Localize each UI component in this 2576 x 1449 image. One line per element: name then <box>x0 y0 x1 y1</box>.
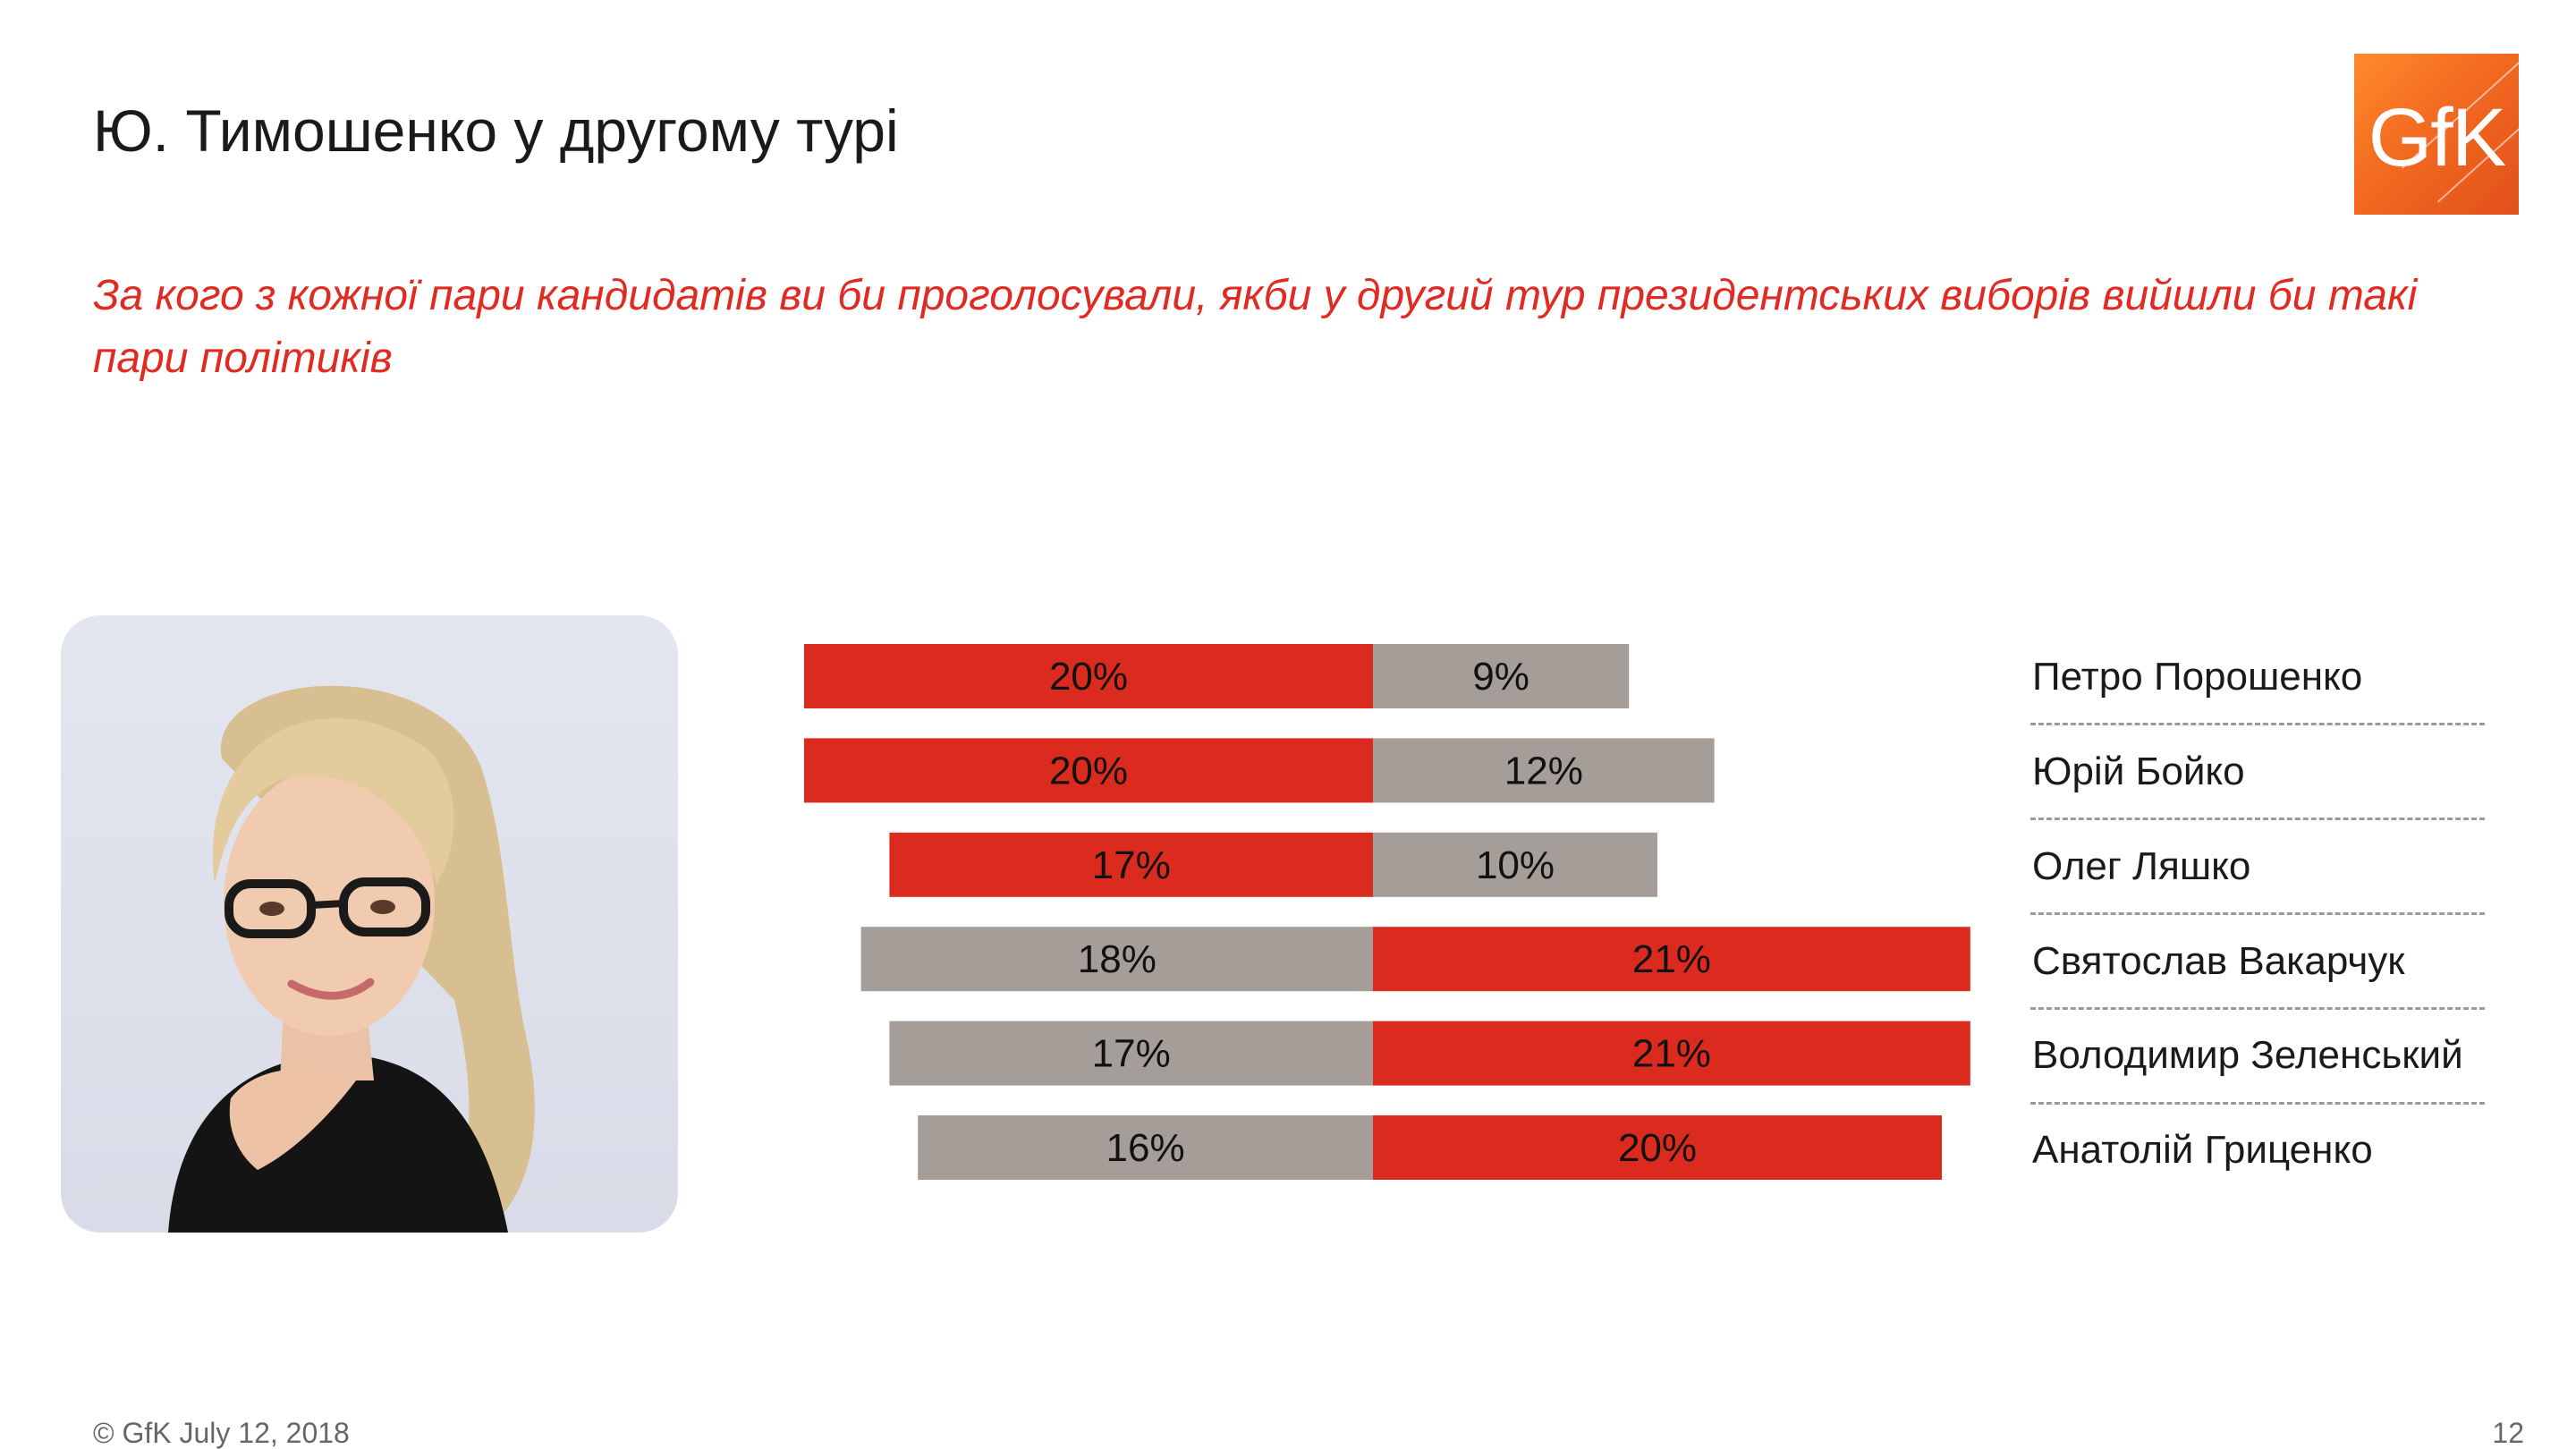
bar-left-5 <box>918 1115 1373 1180</box>
bar-left-1 <box>804 738 1373 803</box>
gfk-logo: GfK <box>2354 54 2519 215</box>
bar-right-0 <box>1373 644 1630 708</box>
candidate-name-0: Петро Порошенко <box>2032 655 2363 699</box>
bar-label-right-2: 10% <box>1476 843 1555 887</box>
bar-left-2 <box>889 832 1373 897</box>
bar-label-right-1: 12% <box>1504 749 1583 792</box>
bar-right-5 <box>1373 1115 1942 1180</box>
candidate-name-4: Володимир Зеленський <box>2032 1033 2463 1077</box>
bar-right-3 <box>1373 927 1970 992</box>
bar-right-4 <box>1373 1021 1970 1086</box>
bar-label-left-5: 16% <box>1106 1126 1185 1170</box>
bar-left-4 <box>889 1021 1373 1086</box>
bar-label-right-4: 21% <box>1632 1032 1711 1076</box>
row-separator-2 <box>2030 912 2485 915</box>
candidate-name-5: Анатолій Гриценко <box>2032 1128 2373 1172</box>
footer-copyright: © GfK July 12, 2018 <box>93 1417 350 1449</box>
page-number: 12 <box>2492 1417 2524 1449</box>
bar-left-0 <box>804 644 1373 708</box>
gfk-logo-text: GfK <box>2368 92 2506 183</box>
row-separator-3 <box>2030 1007 2485 1010</box>
row-separator-1 <box>2030 818 2485 820</box>
portrait-illustration <box>168 685 535 1233</box>
bar-left-3 <box>860 927 1373 992</box>
candidate-name-2: Олег Ляшко <box>2032 844 2251 888</box>
bar-label-right-0: 9% <box>1472 655 1530 699</box>
bar-label-right-5: 20% <box>1618 1126 1697 1170</box>
candidate-name-1: Юрій Бойко <box>2032 750 2245 793</box>
row-separator-4 <box>2030 1102 2485 1105</box>
candidate-photo <box>61 615 678 1233</box>
question-subtitle: За кого з кожної пари кандидатів ви би п… <box>93 272 2418 382</box>
row-separator-0 <box>2030 723 2485 725</box>
bar-label-left-3: 18% <box>1078 937 1157 981</box>
bar-right-1 <box>1373 738 1715 803</box>
bar-right-2 <box>1373 832 1657 897</box>
bar-label-left-4: 17% <box>1092 1032 1171 1076</box>
page-title: Ю. Тимошенко у другому турі <box>93 97 899 164</box>
bar-label-right-3: 21% <box>1632 937 1711 981</box>
bar-label-left-0: 20% <box>1049 655 1128 699</box>
candidate-name-3: Святослав Вакарчук <box>2032 939 2405 983</box>
bar-label-left-2: 17% <box>1092 843 1171 887</box>
bar-label-left-1: 20% <box>1049 749 1128 792</box>
